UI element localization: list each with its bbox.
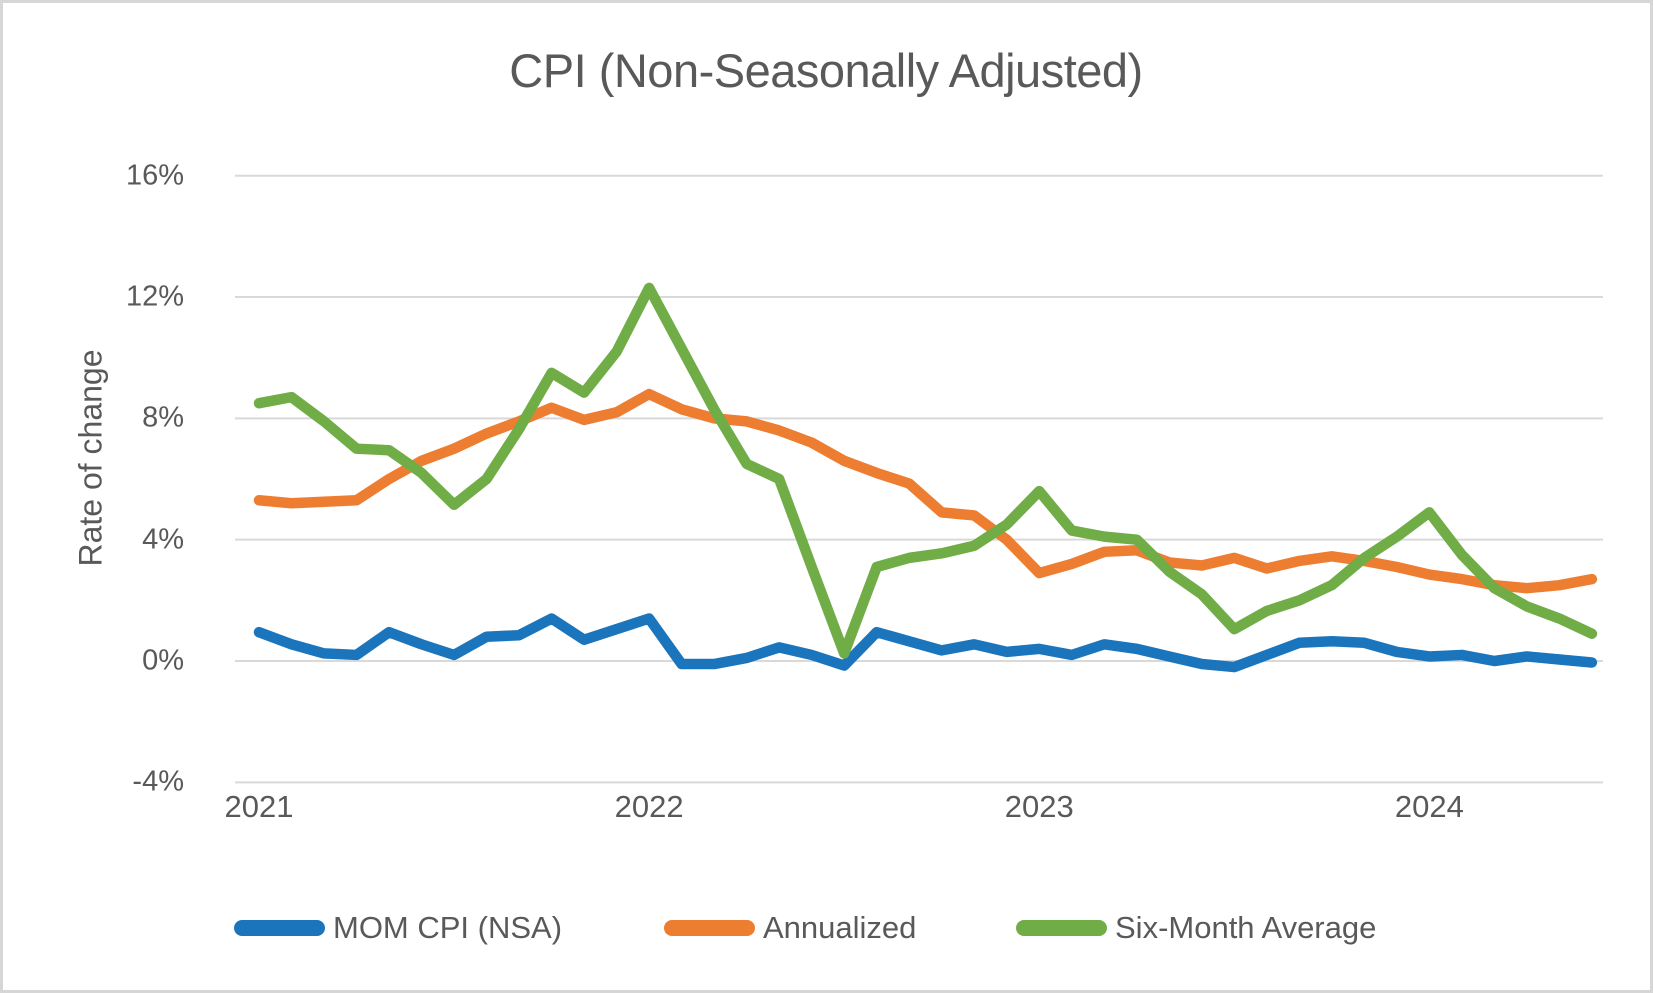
series-line-six-month-average <box>253 282 1598 659</box>
plot-area <box>235 174 1603 784</box>
y-tick-label: 12% <box>125 280 184 313</box>
x-tick-label: 2022 <box>614 789 684 824</box>
series-lines <box>253 282 1598 673</box>
series-line-annualized <box>253 388 1598 594</box>
chart-title: CPI (Non-Seasonally Adjusted) <box>509 44 1143 97</box>
x-tick-label: 2021 <box>224 789 294 824</box>
y-tick-label: -4% <box>132 765 184 798</box>
x-tick-label: 2023 <box>1004 789 1074 824</box>
series-line-mom-cpi-nsa- <box>253 613 1598 673</box>
y-tick-label: 4% <box>142 523 184 556</box>
x-tick-label: 2024 <box>1394 789 1464 824</box>
gridlines <box>235 174 1603 784</box>
y-tick-label: 16% <box>125 159 184 192</box>
y-tick-label: 0% <box>142 644 184 677</box>
y-tick-label: 8% <box>142 401 184 434</box>
